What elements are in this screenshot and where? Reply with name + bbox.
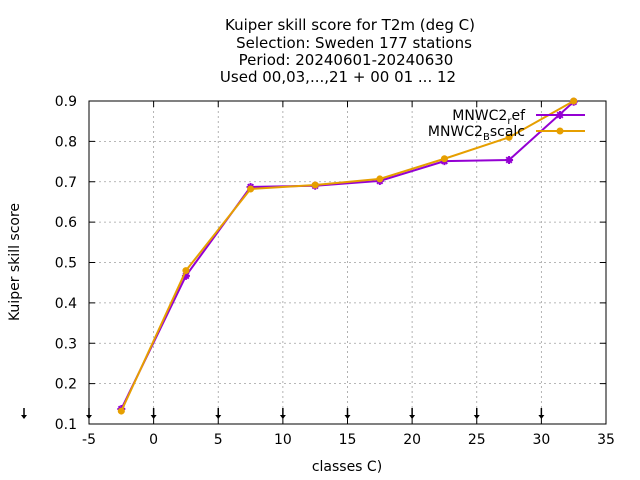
y-axis-label: Kuiper skill score <box>7 203 23 321</box>
y-tick-label: 0.1 <box>55 417 77 433</box>
data-point-MNWC2_Bscalc <box>570 97 578 105</box>
legend-marker-MNWC2_Bscalc <box>556 127 564 135</box>
x-tick-label: 0 <box>149 432 158 448</box>
y-tick-label: 0.3 <box>55 336 77 352</box>
data-point-MNWC2_Bscalc <box>117 407 125 415</box>
data-point-MNWC2_Bscalc <box>182 267 190 275</box>
data-point-MNWC2_Bscalc <box>440 155 448 163</box>
data-point-MNWC2_Bscalc <box>376 175 384 183</box>
series-line-MNWC2_ref <box>120 101 575 410</box>
y-tick-label: 0.6 <box>55 215 77 231</box>
chart-title: Kuiper skill score for T2m (deg C) Selec… <box>220 16 475 86</box>
title-line-3: Period: 20240601-20240630 <box>239 51 454 69</box>
plot-series <box>117 97 578 415</box>
legend-marker-MNWC2_ref <box>556 111 564 119</box>
x-tick-label: 20 <box>403 432 421 448</box>
x-tick-label: 15 <box>339 432 357 448</box>
x-tick-label: 30 <box>532 432 550 448</box>
class-marker-arrowhead <box>279 415 286 419</box>
y-tick-label: 0.9 <box>55 94 77 110</box>
x-tick-label: -5 <box>82 432 96 448</box>
class-marker-arrowhead <box>409 415 416 419</box>
x-axis-label: classes C) <box>312 459 382 475</box>
x-tick-label: 35 <box>597 432 615 448</box>
data-point-MNWC2_Bscalc <box>505 133 513 141</box>
y-tick-label: 0.4 <box>55 296 77 312</box>
x-tick-label: 5 <box>214 432 223 448</box>
data-point-MNWC2_ref <box>181 271 190 280</box>
y-tick-label: 0.7 <box>55 175 77 191</box>
grid <box>89 101 606 424</box>
tick-labels: -5 0 5 10 15 20 25 30 35 0.1 0.2 0.3 0.4 0.5 0.6 0.7 0.8… <box>55 94 615 448</box>
data-point-MNWC2_Bscalc <box>311 181 319 189</box>
title-line-2: Selection: Sweden 177 stations <box>236 34 472 52</box>
title-line-1: Kuiper skill score for T2m (deg C) <box>225 16 475 34</box>
class-marker-arrowhead <box>344 415 351 419</box>
data-point-MNWC2_Bscalc <box>247 185 255 193</box>
y-tick-label: 0.2 <box>55 377 77 393</box>
class-marker-arrowhead <box>21 415 27 419</box>
x-tick-label: 10 <box>274 432 292 448</box>
class-marker-arrowhead <box>215 415 222 419</box>
class-marker-arrowhead <box>150 415 157 419</box>
series-line-MNWC2_Bscalc <box>120 100 575 412</box>
y-tick-label: 0.5 <box>55 256 77 272</box>
legend-label-MNWC2_ref: MNWC2ref <box>452 108 526 127</box>
class-marker-arrowhead <box>538 415 545 419</box>
x-tick-label: 25 <box>468 432 486 448</box>
y-tick-label: 0.8 <box>55 134 77 150</box>
class-marker-arrowhead <box>473 415 480 419</box>
title-line-4: Used 00,03,...,21 + 00 01 ... 12 <box>220 68 456 86</box>
class-marker-arrowhead <box>86 415 92 419</box>
class-markers <box>21 408 545 419</box>
data-point-MNWC2_ref <box>505 155 514 164</box>
legend-label-MNWC2_Bscalc: MNWC2Bscalc <box>428 124 525 143</box>
